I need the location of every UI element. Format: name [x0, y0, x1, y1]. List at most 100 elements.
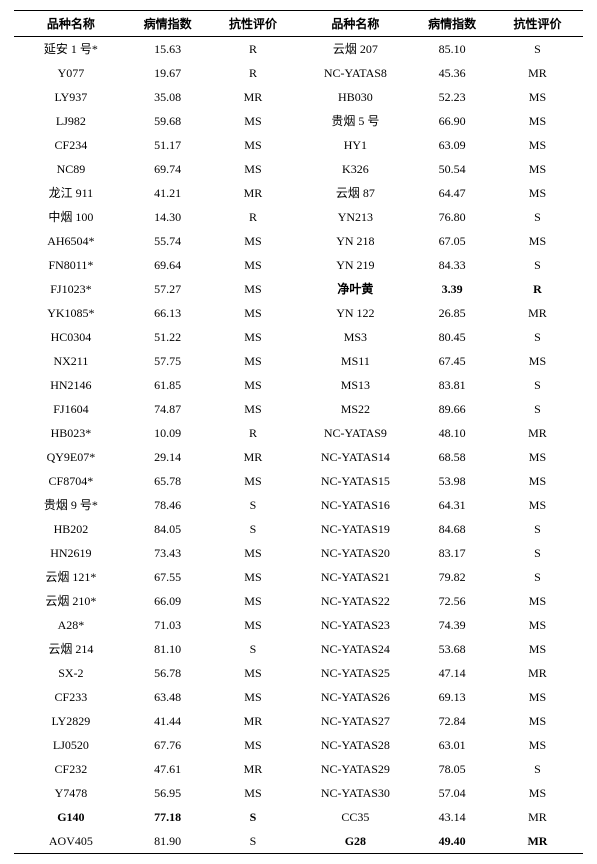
cell-name: AH6504*: [14, 229, 128, 253]
cell-name: MS13: [298, 373, 412, 397]
table-row: LY93735.08MRHB03052.23MS: [14, 85, 583, 109]
cell-name: NC-YATAS15: [298, 469, 412, 493]
cell-ev: S: [207, 637, 298, 661]
cell-idx: 61.85: [128, 373, 208, 397]
cell-ev: MS: [492, 613, 583, 637]
cell-idx: 79.82: [412, 565, 492, 589]
cell-idx: 51.22: [128, 325, 208, 349]
table-row: LJ98259.68MS贵烟 5 号66.90MS: [14, 109, 583, 133]
cell-name: NC-YATAS8: [298, 61, 412, 85]
cell-idx: 66.09: [128, 589, 208, 613]
cell-idx: 10.09: [128, 421, 208, 445]
cell-name: HN2619: [14, 541, 128, 565]
cell-ev: MS: [492, 349, 583, 373]
table-row: A28*71.03MSNC-YATAS2374.39MS: [14, 613, 583, 637]
cell-ev: S: [207, 517, 298, 541]
cell-idx: 67.55: [128, 565, 208, 589]
cell-name: HB030: [298, 85, 412, 109]
cell-ev: MS: [207, 157, 298, 181]
cell-idx: 76.80: [412, 205, 492, 229]
cell-ev: MS: [207, 565, 298, 589]
table-row: HB20284.05SNC-YATAS1984.68S: [14, 517, 583, 541]
cell-name: YN213: [298, 205, 412, 229]
cell-name: NC-YATAS30: [298, 781, 412, 805]
cell-idx: 47.61: [128, 757, 208, 781]
cell-ev: S: [492, 325, 583, 349]
cell-name: 云烟 210*: [14, 589, 128, 613]
cell-name: A28*: [14, 613, 128, 637]
table-row: Y747856.95MSNC-YATAS3057.04MS: [14, 781, 583, 805]
cell-name: 龙江 911: [14, 181, 128, 205]
cell-name: NC89: [14, 157, 128, 181]
cell-name: HB023*: [14, 421, 128, 445]
cell-idx: 74.87: [128, 397, 208, 421]
cell-idx: 72.84: [412, 709, 492, 733]
variety-table: 品种名称 病情指数 抗性评价 品种名称 病情指数 抗性评价 延安 1 号*15.…: [14, 10, 583, 854]
cell-idx: 80.45: [412, 325, 492, 349]
header-eval-left: 抗性评价: [207, 11, 298, 37]
header-row: 品种名称 病情指数 抗性评价 品种名称 病情指数 抗性评价: [14, 11, 583, 37]
cell-name: YN 218: [298, 229, 412, 253]
cell-idx: 41.21: [128, 181, 208, 205]
table-row: FN8011*69.64MSYN 21984.33S: [14, 253, 583, 277]
cell-idx: 53.68: [412, 637, 492, 661]
cell-idx: 64.31: [412, 493, 492, 517]
cell-name: YN 122: [298, 301, 412, 325]
cell-idx: 81.10: [128, 637, 208, 661]
cell-name: NX211: [14, 349, 128, 373]
cell-ev: MS: [207, 661, 298, 685]
cell-ev: R: [207, 421, 298, 445]
cell-ev: R: [207, 205, 298, 229]
cell-name: NC-YATAS22: [298, 589, 412, 613]
cell-idx: 84.33: [412, 253, 492, 277]
cell-name: 中烟 100: [14, 205, 128, 229]
cell-idx: 78.05: [412, 757, 492, 781]
cell-ev: MS: [492, 109, 583, 133]
cell-ev: S: [492, 757, 583, 781]
table-row: CF23363.48MSNC-YATAS2669.13MS: [14, 685, 583, 709]
table-row: AOV40581.90SG2849.40MR: [14, 829, 583, 854]
cell-ev: MS: [492, 493, 583, 517]
header-name-right: 品种名称: [298, 11, 412, 37]
table-row: QY9E07*29.14MRNC-YATAS1468.58MS: [14, 445, 583, 469]
cell-ev: MS: [207, 685, 298, 709]
cell-idx: 72.56: [412, 589, 492, 613]
cell-name: CC35: [298, 805, 412, 829]
cell-idx: 59.68: [128, 109, 208, 133]
cell-name: K326: [298, 157, 412, 181]
cell-name: FJ1023*: [14, 277, 128, 301]
table-row: HB023*10.09RNC-YATAS948.10MR: [14, 421, 583, 445]
cell-idx: 73.43: [128, 541, 208, 565]
cell-name: MS3: [298, 325, 412, 349]
cell-name: 云烟 121*: [14, 565, 128, 589]
cell-idx: 50.54: [412, 157, 492, 181]
cell-idx: 68.58: [412, 445, 492, 469]
cell-ev: MS: [492, 85, 583, 109]
table-row: CF23451.17MSHY163.09MS: [14, 133, 583, 157]
table-row: 云烟 121*67.55MSNC-YATAS2179.82S: [14, 565, 583, 589]
cell-name: HY1: [298, 133, 412, 157]
cell-ev: MS: [492, 445, 583, 469]
table-row: 延安 1 号*15.63R云烟 20785.10S: [14, 37, 583, 62]
cell-name: HB202: [14, 517, 128, 541]
cell-ev: S: [492, 253, 583, 277]
table-row: 云烟 21481.10SNC-YATAS2453.68MS: [14, 637, 583, 661]
header-eval-right: 抗性评价: [492, 11, 583, 37]
table-row: 云烟 210*66.09MSNC-YATAS2272.56MS: [14, 589, 583, 613]
cell-idx: 69.64: [128, 253, 208, 277]
cell-name: FN8011*: [14, 253, 128, 277]
cell-name: NC-YATAS16: [298, 493, 412, 517]
cell-idx: 56.95: [128, 781, 208, 805]
table-row: 中烟 10014.30RYN21376.80S: [14, 205, 583, 229]
cell-name: FJ1604: [14, 397, 128, 421]
table-row: YK1085*66.13MSYN 12226.85MR: [14, 301, 583, 325]
cell-ev: MS: [207, 277, 298, 301]
cell-idx: 26.85: [412, 301, 492, 325]
cell-idx: 64.47: [412, 181, 492, 205]
cell-idx: 49.40: [412, 829, 492, 854]
cell-name: NC-YATAS20: [298, 541, 412, 565]
cell-ev: MS: [207, 373, 298, 397]
cell-idx: 48.10: [412, 421, 492, 445]
cell-name: LJ0520: [14, 733, 128, 757]
cell-idx: 84.68: [412, 517, 492, 541]
